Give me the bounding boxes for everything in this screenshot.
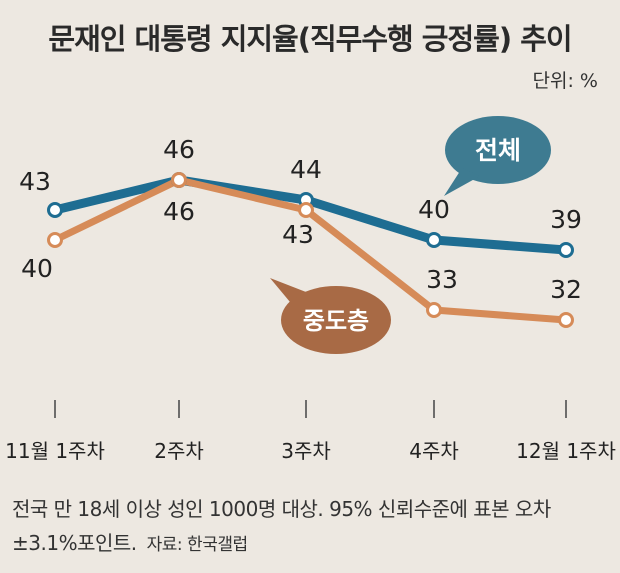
data-point xyxy=(171,172,187,188)
data-point xyxy=(47,202,63,218)
data-label: 43 xyxy=(282,220,314,249)
data-label: 39 xyxy=(550,205,582,234)
data-point xyxy=(558,312,574,328)
data-point xyxy=(298,202,314,218)
x-tick-label: 3주차 xyxy=(281,439,331,463)
data-label: 46 xyxy=(163,197,195,226)
footnote: 전국 만 18세 이상 성인 1000명 대상. 95% 신뢰수준에 표본 오차… xyxy=(12,492,612,562)
data-label: 44 xyxy=(290,155,322,184)
chart-title: 문재인 대통령 지지율(직무수행 긍정률) 추이 xyxy=(48,22,572,56)
legend-bubble-tail xyxy=(270,278,306,302)
data-label: 43 xyxy=(19,167,51,196)
legend-label-overall: 전체 xyxy=(475,136,521,165)
x-tick-label: 4주차 xyxy=(409,439,459,463)
footnote-text: 전국 만 18세 이상 성인 1000명 대상. 95% 신뢰수준에 표본 오차… xyxy=(12,497,551,555)
data-label: 40 xyxy=(418,195,450,224)
data-point xyxy=(426,302,442,318)
unit-label: 단위: % xyxy=(532,70,598,92)
x-tick-label: 2주차 xyxy=(154,439,204,463)
data-point xyxy=(47,232,63,248)
source-label: 자료: 한국갤럽 xyxy=(146,535,248,555)
data-point xyxy=(558,242,574,258)
legend-label-middle: 중도층 xyxy=(303,307,369,335)
data-label: 46 xyxy=(163,135,195,164)
x-tick-label: 11월 1주차 xyxy=(5,439,105,463)
x-tick-label: 12월 1주차 xyxy=(516,439,616,463)
data-label: 33 xyxy=(426,265,458,294)
legend-bubble-tail xyxy=(444,168,480,196)
legend-bubble-overall xyxy=(445,116,551,184)
data-label: 32 xyxy=(550,275,582,304)
legend-bubble-middle xyxy=(281,286,391,354)
data-label: 40 xyxy=(21,254,53,283)
data-point xyxy=(426,232,442,248)
